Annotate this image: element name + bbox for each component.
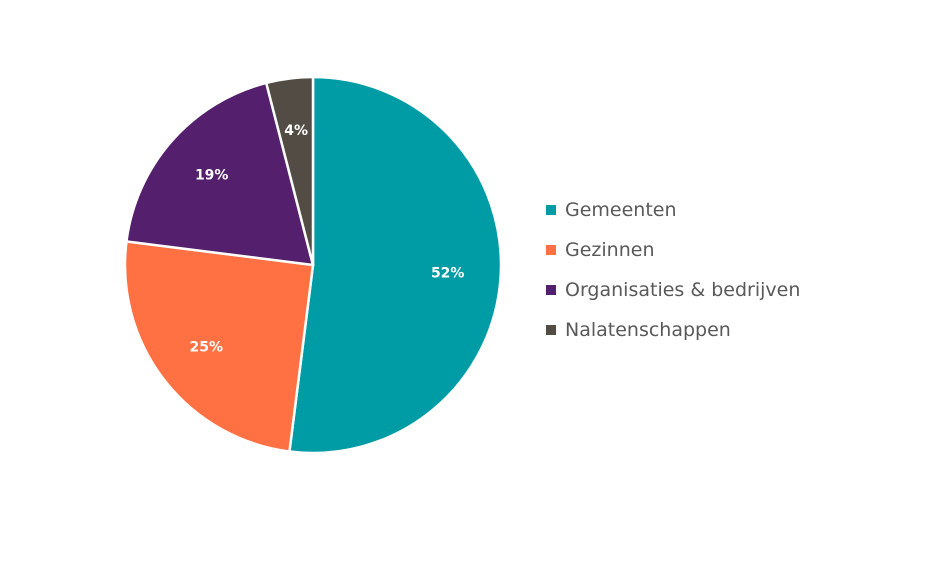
- legend-label: Gezinnen: [565, 239, 655, 261]
- chart-legend: Gemeenten Gezinnen Organisaties & bedrij…: [546, 190, 800, 350]
- pie-slice-nalatenschappen: [264, 75, 315, 266]
- data-label-nalatenschappen: 4%: [284, 123, 308, 139]
- legend-label: Gemeenten: [565, 199, 677, 221]
- legend-item: Organisaties & bedrijven: [546, 270, 800, 310]
- data-label-gemeenten: 52%: [431, 266, 465, 282]
- legend-swatch: [546, 285, 556, 295]
- pie-data-labels: 52% 25% 19% 4%: [190, 123, 465, 356]
- data-label-gezinnen: 25%: [190, 340, 224, 356]
- pie-slice-gezinnen: [123, 240, 315, 453]
- legend-item: Gezinnen: [546, 230, 800, 270]
- legend-swatch: [546, 325, 556, 335]
- legend-swatch: [546, 205, 556, 215]
- legend-item: Gemeenten: [546, 190, 800, 230]
- pie-slices: [123, 75, 503, 455]
- legend-swatch: [546, 245, 556, 255]
- legend-label: Nalatenschappen: [565, 319, 731, 341]
- pie-slice-organisaties-and-bedrijven: [125, 81, 315, 267]
- legend-item: Nalatenschappen: [546, 310, 800, 350]
- pie-slice-gemeenten: [288, 75, 503, 455]
- legend-label: Organisaties & bedrijven: [565, 279, 801, 301]
- data-label-organisaties-and-bedrijven: 19%: [195, 168, 229, 184]
